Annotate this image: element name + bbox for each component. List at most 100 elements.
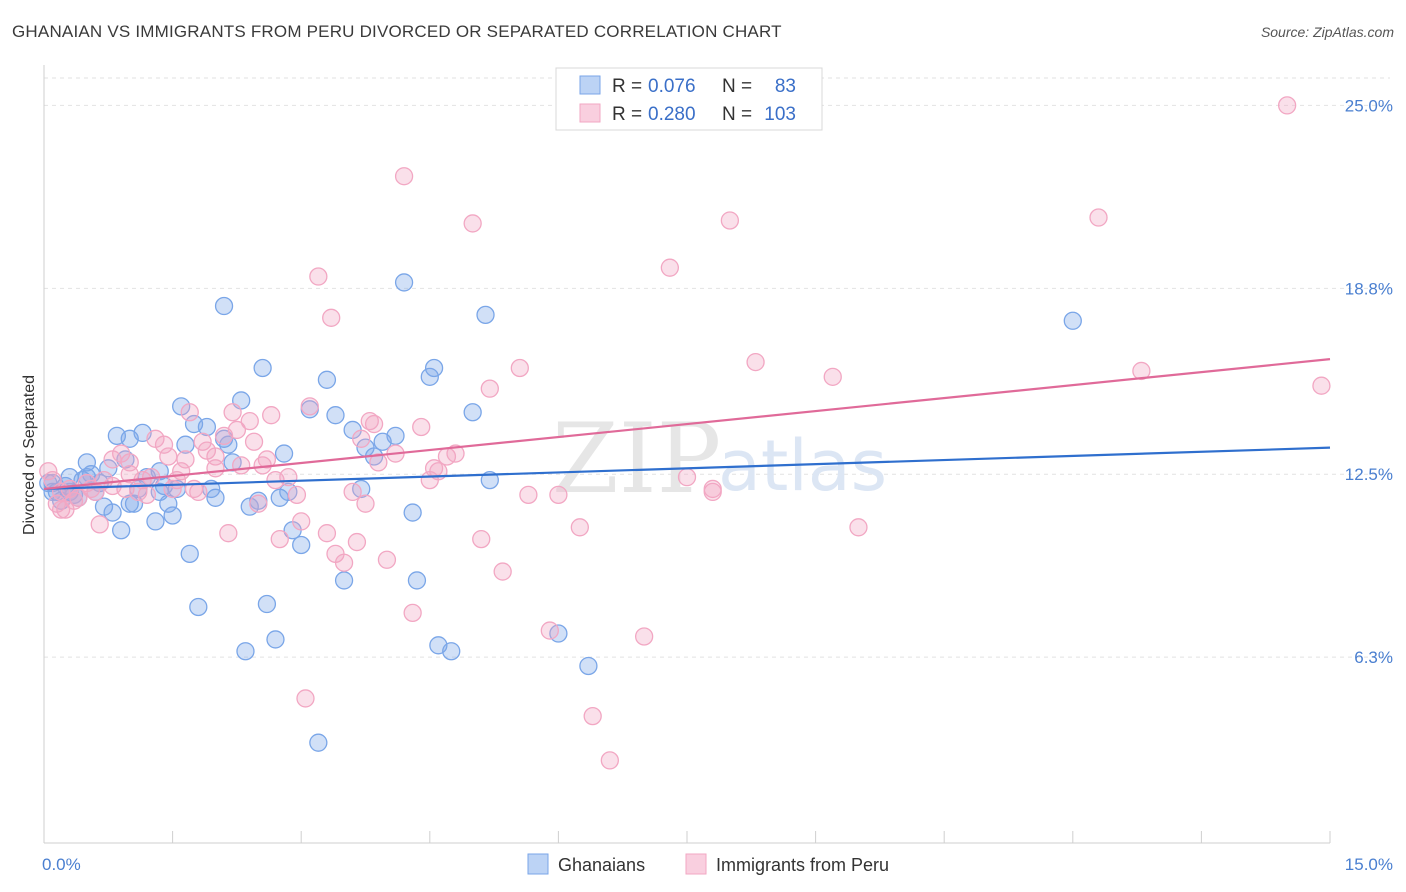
point-peru (660, 258, 680, 277)
point-ghanaians (407, 571, 427, 590)
point-ghanaians (292, 535, 311, 555)
point-ghanaians (266, 630, 285, 649)
point-peru (120, 453, 139, 472)
point-ghanaians (476, 305, 495, 325)
point-ghanaians (124, 494, 144, 513)
point-peru (746, 352, 765, 372)
point-ghanaians (206, 488, 225, 507)
point-peru (270, 529, 289, 549)
point-peru (570, 518, 589, 537)
point-peru (519, 485, 538, 505)
point-peru (249, 494, 268, 513)
point-peru (232, 456, 251, 475)
trend-line-ghanaians (43, 446, 1331, 491)
point-ghanaians (77, 453, 97, 472)
point-ghanaians (274, 444, 294, 463)
point-ghanaians (579, 656, 598, 676)
point-peru (137, 485, 157, 505)
point-peru (163, 479, 182, 499)
point-ghanaians (442, 642, 461, 661)
point-peru (364, 414, 384, 434)
point-ghanaians (394, 273, 414, 292)
legend-n-label-0: N = (722, 76, 752, 97)
point-ghanaians (257, 594, 277, 614)
point-peru (322, 308, 341, 327)
point-peru (296, 689, 315, 708)
y-tick-label: 18.8% (1345, 279, 1393, 298)
point-peru (206, 447, 225, 466)
point-peru (347, 532, 367, 552)
point-ghanaians (189, 597, 208, 617)
point-ghanaians (386, 426, 405, 445)
point-peru (493, 562, 512, 581)
point-peru (356, 494, 375, 513)
point-peru (703, 479, 722, 499)
point-peru (51, 500, 71, 519)
point-peru (823, 367, 842, 386)
point-ghanaians (326, 406, 345, 425)
point-peru (193, 432, 212, 451)
point-peru (1132, 361, 1151, 381)
point-ghanaians (99, 459, 118, 478)
point-peru (1277, 96, 1297, 115)
point-ghanaians (146, 512, 165, 531)
point-peru (412, 417, 431, 437)
series-legend-swatch-ghanaians (527, 853, 549, 875)
point-peru (463, 214, 482, 233)
point-peru (227, 420, 247, 440)
point-peru (549, 485, 568, 505)
point-peru (223, 403, 242, 422)
point-peru (583, 706, 602, 726)
point-peru (600, 751, 619, 770)
point-ghanaians (334, 571, 354, 590)
point-peru (849, 518, 868, 537)
trend-line-peru (43, 358, 1331, 491)
y-axis-label: Divorced or Separated (21, 375, 38, 535)
data-points (39, 96, 1331, 770)
point-peru (180, 403, 199, 422)
series-legend: Ghanaians Immigrants from Peru (527, 853, 889, 875)
point-peru (287, 485, 307, 505)
point-peru (480, 379, 499, 398)
point-ghanaians (253, 358, 272, 378)
point-ghanaians (112, 521, 131, 540)
point-peru (262, 406, 281, 425)
legend-r-value-1: 0.280 (648, 104, 696, 125)
point-peru (219, 524, 238, 543)
point-peru (377, 550, 397, 569)
point-peru (403, 603, 422, 623)
chart-title: GHANAIAN VS IMMIGRANTS FROM PERU DIVORCE… (12, 22, 782, 41)
point-peru (292, 512, 311, 531)
point-ghanaians (317, 370, 337, 389)
point-peru (369, 453, 388, 472)
legend-r-label-1: R = (612, 104, 642, 125)
series-legend-ghanaians: Ghanaians (558, 855, 645, 875)
point-peru (352, 429, 371, 448)
legend-r-value-0: 0.076 (648, 76, 696, 97)
point-ghanaians (163, 506, 182, 525)
point-ghanaians (403, 503, 422, 522)
stats-legend: R = 0.076 N = 83 R = 0.280 N = 103 (555, 67, 823, 131)
point-peru (677, 468, 697, 487)
legend-n-value-0: 83 (775, 76, 796, 97)
point-peru (472, 529, 491, 549)
legend-n-value-1: 103 (764, 104, 796, 125)
watermark: ZIP atlas (552, 403, 887, 515)
y-tick-label: 6.3% (1354, 648, 1393, 667)
point-ghanaians (236, 642, 255, 661)
point-peru (90, 515, 109, 534)
point-ghanaians (180, 544, 199, 564)
point-peru (240, 411, 259, 431)
point-ghanaians (309, 733, 328, 752)
point-peru (394, 167, 414, 186)
watermark-zip: ZIP (552, 403, 721, 515)
point-peru (244, 432, 264, 451)
axes: 6.3% 12.5% 18.8% 25.0% (43, 65, 1393, 844)
point-peru (189, 482, 208, 502)
point-peru (720, 211, 740, 230)
point-peru (1089, 208, 1108, 227)
point-peru (446, 444, 465, 463)
grid-lines (44, 77, 1390, 658)
point-ghanaians (424, 358, 444, 378)
